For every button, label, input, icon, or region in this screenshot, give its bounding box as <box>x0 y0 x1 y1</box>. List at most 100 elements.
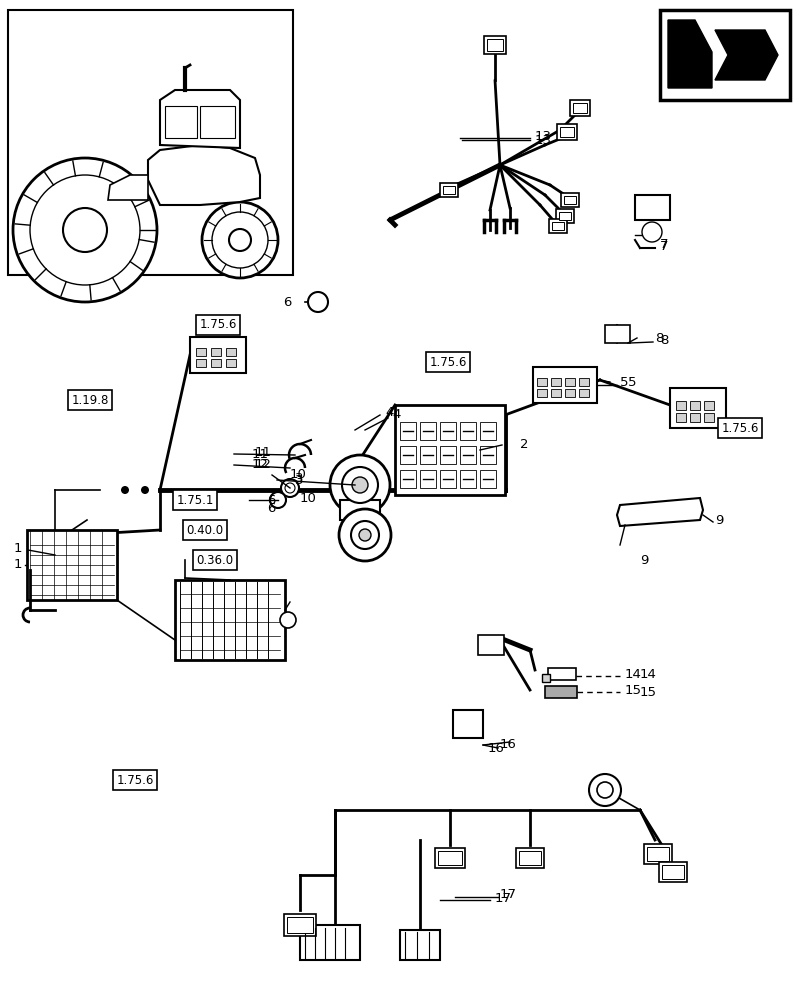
Text: 3: 3 <box>295 474 303 487</box>
Circle shape <box>359 529 370 541</box>
Bar <box>560 193 578 207</box>
Text: 6: 6 <box>267 493 275 506</box>
Bar <box>689 401 699 410</box>
Text: 1.75.6: 1.75.6 <box>720 422 758 434</box>
Bar <box>226 348 236 356</box>
Bar <box>519 851 540 865</box>
Text: 1.75.1: 1.75.1 <box>176 493 214 506</box>
Text: 10: 10 <box>300 491 316 504</box>
Bar <box>578 378 589 386</box>
Text: 7: 7 <box>659 239 667 252</box>
Bar <box>675 413 685 422</box>
Text: 12: 12 <box>251 458 269 472</box>
Bar <box>536 389 546 397</box>
Bar <box>434 848 464 868</box>
Bar <box>675 401 685 410</box>
Bar <box>459 446 475 464</box>
Bar <box>487 39 503 51</box>
Circle shape <box>30 175 140 285</box>
Bar <box>442 186 454 194</box>
Text: 9: 9 <box>639 554 647 566</box>
Text: 11: 11 <box>251 448 269 460</box>
Bar <box>516 848 544 868</box>
Bar <box>439 422 455 440</box>
Bar <box>578 389 589 397</box>
Bar <box>556 209 573 223</box>
Bar <box>646 847 668 861</box>
Bar <box>439 446 455 464</box>
Text: 16: 16 <box>487 742 504 754</box>
Bar <box>703 413 713 422</box>
Circle shape <box>141 486 149 494</box>
Text: 17: 17 <box>495 892 512 904</box>
Text: 17: 17 <box>499 888 516 902</box>
Bar <box>558 212 570 220</box>
Text: 3: 3 <box>295 472 303 485</box>
Circle shape <box>229 229 251 251</box>
Bar <box>659 10 789 100</box>
Circle shape <box>339 509 390 561</box>
Text: 11: 11 <box>255 446 271 460</box>
Circle shape <box>212 212 267 268</box>
Bar <box>459 422 475 440</box>
Circle shape <box>13 158 157 302</box>
Bar <box>563 196 575 204</box>
Text: 1: 1 <box>14 542 22 554</box>
Circle shape <box>281 479 299 497</box>
Polygon shape <box>108 175 148 200</box>
Bar <box>452 710 483 738</box>
Circle shape <box>279 612 296 628</box>
Bar <box>394 405 504 495</box>
Bar <box>196 348 206 356</box>
Bar <box>400 470 415 488</box>
Text: 12: 12 <box>255 458 271 472</box>
Text: 15: 15 <box>639 686 656 700</box>
Text: 6: 6 <box>283 296 291 308</box>
Circle shape <box>352 477 368 493</box>
Bar <box>483 36 505 54</box>
Circle shape <box>270 492 286 508</box>
Text: 9: 9 <box>714 514 723 526</box>
Text: 16: 16 <box>499 738 516 752</box>
Bar <box>573 103 586 113</box>
Bar <box>479 422 495 440</box>
Text: 10: 10 <box>290 468 307 482</box>
Bar <box>8 10 292 275</box>
Polygon shape <box>667 20 711 88</box>
Bar <box>560 127 573 137</box>
Circle shape <box>642 222 661 242</box>
Circle shape <box>589 774 620 806</box>
Bar <box>400 422 415 440</box>
Bar <box>565 389 574 397</box>
Bar <box>541 674 549 682</box>
Bar <box>287 917 312 933</box>
Bar <box>340 500 380 520</box>
Text: 1.75.6: 1.75.6 <box>429 356 466 368</box>
Bar <box>400 930 439 960</box>
Circle shape <box>63 208 107 252</box>
Bar <box>478 635 503 655</box>
Bar <box>438 851 462 865</box>
Bar <box>400 446 415 464</box>
Bar <box>175 580 284 660</box>
Bar <box>565 378 574 386</box>
Bar <box>658 862 686 882</box>
Bar <box>556 124 577 140</box>
Bar <box>419 446 435 464</box>
Text: 0.36.0: 0.36.0 <box>196 554 234 566</box>
Bar <box>532 367 597 403</box>
Text: 13: 13 <box>534 129 552 142</box>
Bar <box>226 359 236 367</box>
Text: 1: 1 <box>14 558 22 572</box>
Bar <box>669 388 725 428</box>
Bar <box>283 914 316 936</box>
Text: 4: 4 <box>385 406 393 418</box>
Text: 1.19.8: 1.19.8 <box>71 393 108 406</box>
Bar <box>689 413 699 422</box>
Bar <box>210 348 221 356</box>
Bar <box>634 195 669 220</box>
Circle shape <box>202 202 278 278</box>
Circle shape <box>120 486 128 494</box>
Text: 7: 7 <box>659 237 667 250</box>
Bar <box>165 106 197 138</box>
